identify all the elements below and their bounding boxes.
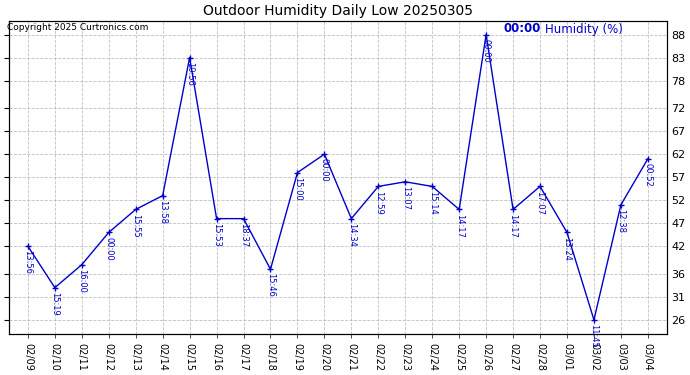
Text: 13:58: 13:58 (158, 200, 167, 224)
Text: 16:00: 16:00 (77, 269, 86, 292)
Text: 00:00: 00:00 (504, 22, 541, 36)
Text: 15:19: 15:19 (50, 292, 59, 316)
Text: 00:00: 00:00 (320, 158, 329, 182)
Text: 13:56: 13:56 (23, 251, 32, 274)
Text: 11:45: 11:45 (589, 324, 598, 348)
Text: Copyright 2025 Curtronics.com: Copyright 2025 Curtronics.com (7, 22, 148, 32)
Text: 14:17: 14:17 (509, 214, 518, 237)
Text: 00:00: 00:00 (104, 237, 113, 260)
Text: 17:07: 17:07 (535, 190, 544, 214)
Text: 15:53: 15:53 (212, 223, 221, 247)
Text: 15:14: 15:14 (428, 190, 437, 214)
Text: 15:00: 15:00 (293, 177, 302, 201)
Text: 13:24: 13:24 (562, 237, 571, 261)
Text: 13:07: 13:07 (401, 186, 410, 210)
Text: 12:59: 12:59 (374, 190, 383, 214)
Title: Outdoor Humidity Daily Low 20250305: Outdoor Humidity Daily Low 20250305 (203, 4, 473, 18)
Text: 15:55: 15:55 (131, 214, 140, 237)
Text: 10:56: 10:56 (185, 62, 194, 86)
Text: 14:17: 14:17 (455, 214, 464, 237)
Text: 12:38: 12:38 (616, 209, 625, 233)
Text: 15:46: 15:46 (266, 273, 275, 297)
Text: 14:34: 14:34 (347, 223, 356, 247)
Text: 00:00: 00:00 (482, 39, 491, 63)
Text: Humidity (%): Humidity (%) (545, 22, 623, 36)
Text: 00:52: 00:52 (643, 163, 652, 187)
Text: 18:37: 18:37 (239, 223, 248, 247)
